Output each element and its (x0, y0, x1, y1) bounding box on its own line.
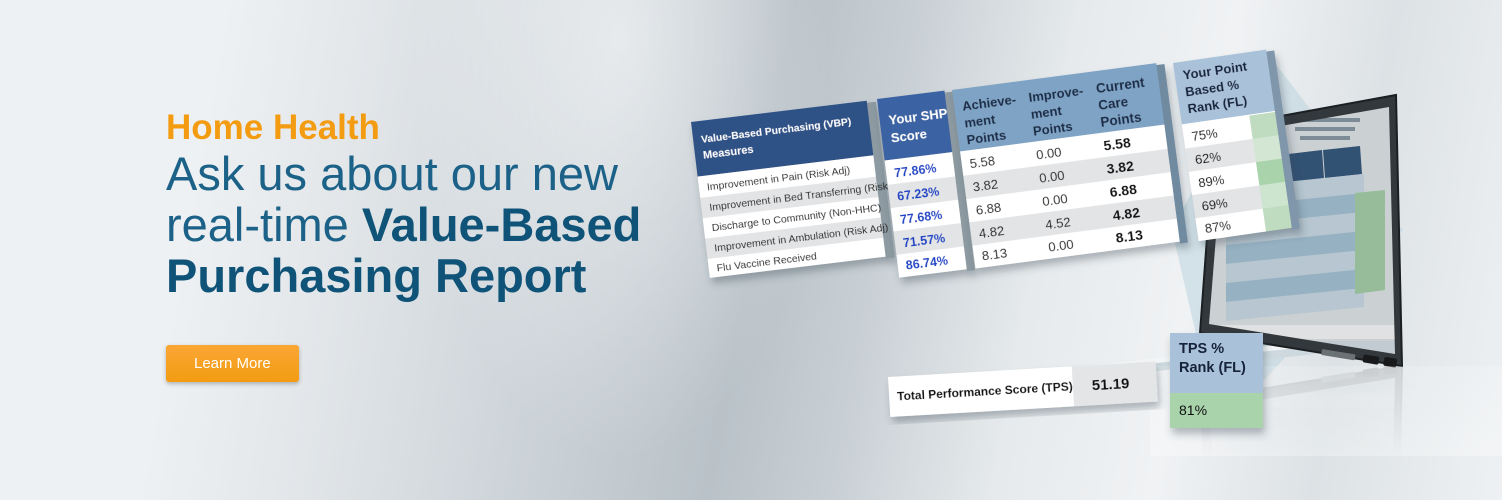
svg-text:51.19: 51.19 (1091, 375, 1129, 394)
svg-text:Rank (FL): Rank (FL) (1179, 360, 1246, 376)
svg-text:TPS %: TPS % (1179, 341, 1224, 357)
svg-text:81%: 81% (1179, 402, 1207, 418)
